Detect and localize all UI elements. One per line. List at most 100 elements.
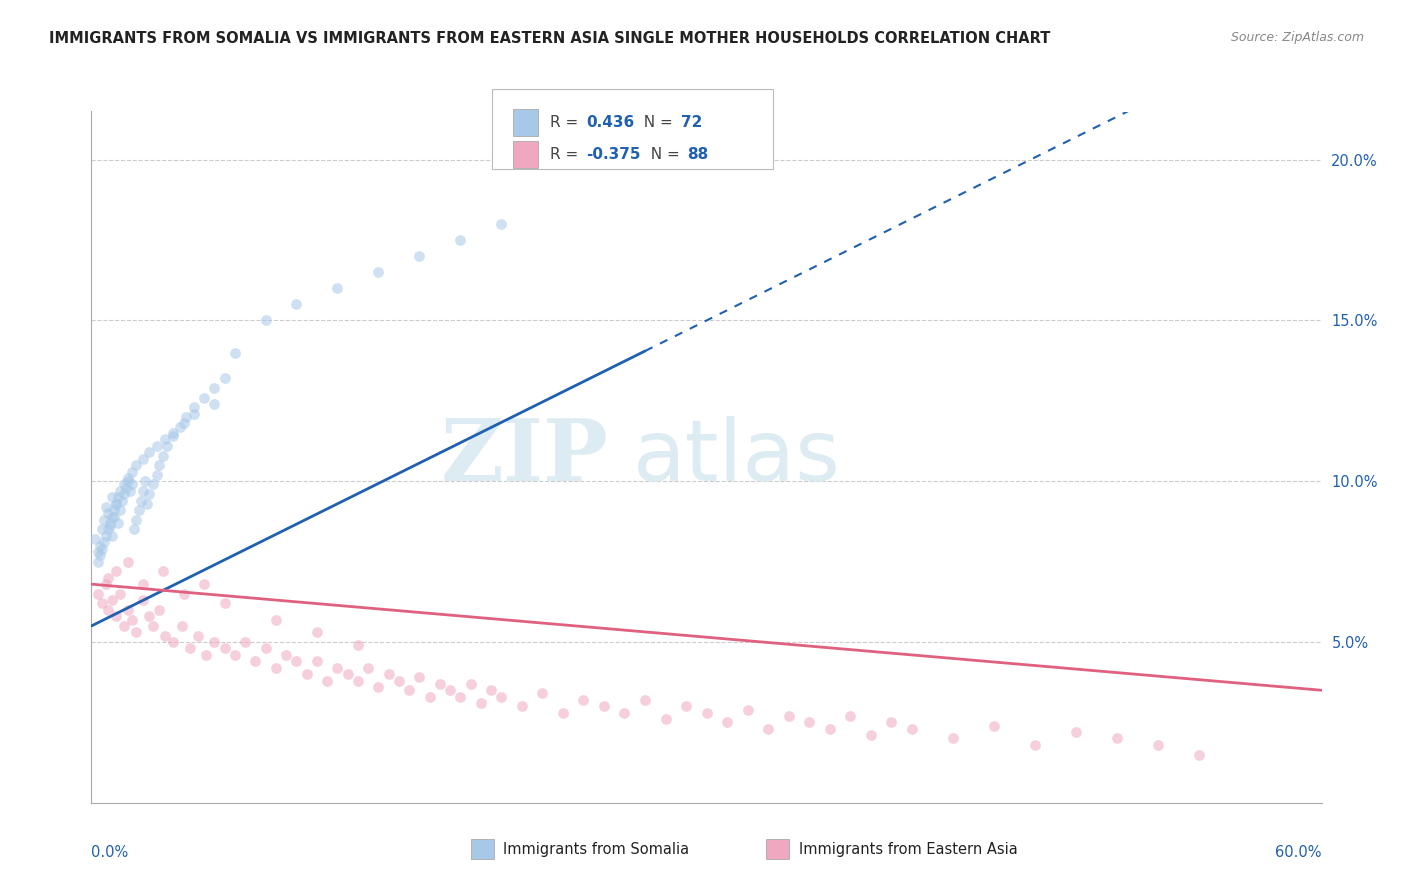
Point <box>551 706 574 720</box>
Point <box>117 475 139 489</box>
Point <box>169 419 191 434</box>
Point <box>439 683 461 698</box>
Point <box>654 712 676 726</box>
Point <box>111 493 134 508</box>
Point <box>152 449 174 463</box>
Point <box>254 313 277 327</box>
Point <box>245 654 267 668</box>
Text: ZIP: ZIP <box>440 415 607 500</box>
Point <box>347 673 370 688</box>
Point <box>101 529 124 543</box>
Point <box>202 635 225 649</box>
Point <box>449 690 471 704</box>
Text: N =: N = <box>641 147 685 161</box>
Point <box>367 680 389 694</box>
Point <box>737 702 759 716</box>
Point <box>797 715 820 730</box>
Text: IMMIGRANTS FROM SOMALIA VS IMMIGRANTS FROM EASTERN ASIA SINGLE MOTHER HOUSEHOLDS: IMMIGRANTS FROM SOMALIA VS IMMIGRANTS FR… <box>49 31 1050 46</box>
Point <box>94 577 117 591</box>
Point <box>593 699 616 714</box>
Point <box>131 593 153 607</box>
Point <box>479 683 502 698</box>
Point <box>105 497 127 511</box>
Point <box>94 500 117 514</box>
Point <box>1146 738 1168 752</box>
Point <box>131 577 153 591</box>
Point <box>138 609 160 624</box>
Point <box>125 458 148 473</box>
Point <box>148 603 170 617</box>
Point <box>187 629 209 643</box>
Point <box>572 693 595 707</box>
Point <box>128 503 150 517</box>
Point <box>429 677 451 691</box>
Point <box>276 648 298 662</box>
Point <box>89 539 111 553</box>
Point <box>103 503 125 517</box>
Point <box>101 491 124 505</box>
Point <box>108 503 131 517</box>
Point <box>86 555 108 569</box>
Point <box>142 477 165 491</box>
Point <box>173 417 195 431</box>
Point <box>224 648 246 662</box>
Point <box>146 439 169 453</box>
Point <box>254 641 277 656</box>
Point <box>89 548 111 562</box>
Point <box>326 661 349 675</box>
Text: R =: R = <box>550 115 583 129</box>
Point <box>408 670 430 684</box>
Point <box>174 409 197 424</box>
Point <box>103 509 125 524</box>
Point <box>125 625 148 640</box>
Point <box>357 661 380 675</box>
Point <box>86 587 108 601</box>
Point <box>131 451 153 466</box>
Point <box>264 661 287 675</box>
Point <box>377 667 399 681</box>
Point <box>491 690 513 704</box>
Point <box>112 487 135 501</box>
Point <box>202 397 225 411</box>
Point <box>214 641 236 656</box>
Point <box>388 673 411 688</box>
Point <box>818 722 841 736</box>
Text: R =: R = <box>550 147 583 161</box>
Text: 72: 72 <box>681 115 702 129</box>
Point <box>214 371 236 385</box>
Point <box>162 429 184 443</box>
Text: N =: N = <box>634 115 678 129</box>
Point <box>326 281 349 295</box>
Point <box>398 683 420 698</box>
Point <box>1024 738 1046 752</box>
Point <box>117 603 139 617</box>
Point <box>117 471 139 485</box>
Point <box>202 381 225 395</box>
Point <box>900 722 922 736</box>
Point <box>408 249 430 263</box>
Point <box>146 467 169 482</box>
Point <box>942 731 965 746</box>
Text: Immigrants from Eastern Asia: Immigrants from Eastern Asia <box>799 842 1018 856</box>
Point <box>105 497 127 511</box>
Point <box>285 654 308 668</box>
Point <box>97 507 120 521</box>
Point <box>84 532 107 546</box>
Point <box>153 433 177 447</box>
Point <box>97 523 120 537</box>
Point <box>129 493 152 508</box>
Point <box>214 597 236 611</box>
Point <box>107 491 129 505</box>
Point <box>93 535 115 549</box>
Point <box>295 667 318 681</box>
Point <box>124 523 146 537</box>
Point <box>179 641 201 656</box>
Point <box>419 690 441 704</box>
Point <box>347 638 370 652</box>
Point <box>336 667 359 681</box>
Point <box>98 519 121 533</box>
Point <box>90 597 112 611</box>
Point <box>716 715 738 730</box>
Point <box>1105 731 1128 746</box>
Point <box>839 709 862 723</box>
